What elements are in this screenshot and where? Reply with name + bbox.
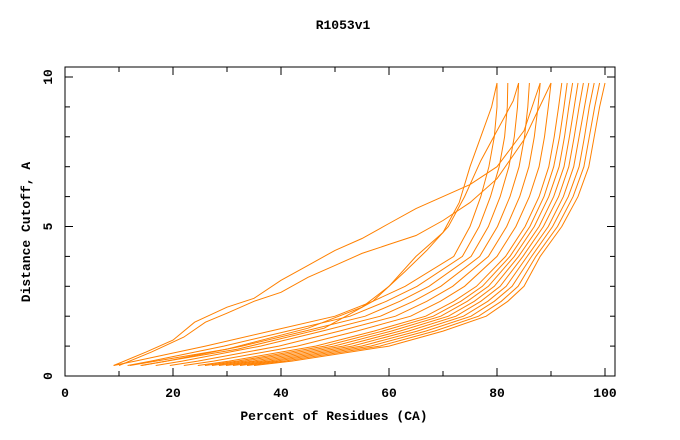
x-axis-label: Percent of Residues (CA) (240, 409, 427, 424)
y-tick-label: 5 (41, 222, 56, 230)
series-line-bundle-0 (113, 83, 498, 366)
x-tick-labels: 0 20 40 60 80 100 (61, 386, 617, 401)
series-line-bundle-13 (246, 82, 601, 366)
x-tick-label: 0 (61, 386, 69, 401)
series-line-bundle-1 (127, 82, 509, 366)
plot-frame (64, 66, 616, 377)
series-line-2 (129, 82, 498, 366)
x-tick-label: 100 (593, 386, 617, 401)
series-line-3 (140, 82, 520, 366)
axis-ticks (64, 67, 615, 377)
series-line-bundle-4 (169, 82, 541, 366)
series-line-bundle-8 (211, 82, 574, 366)
series-line-bundle-2 (141, 82, 520, 366)
series-line-bundle-11 (232, 82, 590, 366)
series-line-bundle-3 (155, 82, 530, 366)
series-line-0 (113, 82, 541, 366)
series-line-bundle-6 (197, 82, 563, 366)
series-line-bundle-9 (218, 82, 579, 366)
x-tick-label: 20 (165, 386, 181, 401)
series-line-bundle-12 (239, 82, 595, 366)
series-line-bundle-5 (183, 82, 552, 366)
x-tick-label: 80 (489, 386, 505, 401)
series-line-bundle-14 (253, 82, 606, 366)
series-line-1 (118, 82, 552, 366)
series-line-bundle-7 (204, 82, 568, 366)
y-tick-label: 10 (41, 69, 56, 85)
y-tick-labels: 0 5 10 (41, 69, 56, 380)
series-lines (113, 82, 606, 366)
y-axis-label: Distance Cutoff, A (19, 162, 34, 303)
y-tick-label: 0 (41, 372, 56, 380)
x-tick-label: 60 (381, 386, 397, 401)
series-line-bundle-10 (225, 82, 584, 366)
chart-title: R1053v1 (316, 18, 371, 33)
x-tick-label: 40 (273, 386, 289, 401)
